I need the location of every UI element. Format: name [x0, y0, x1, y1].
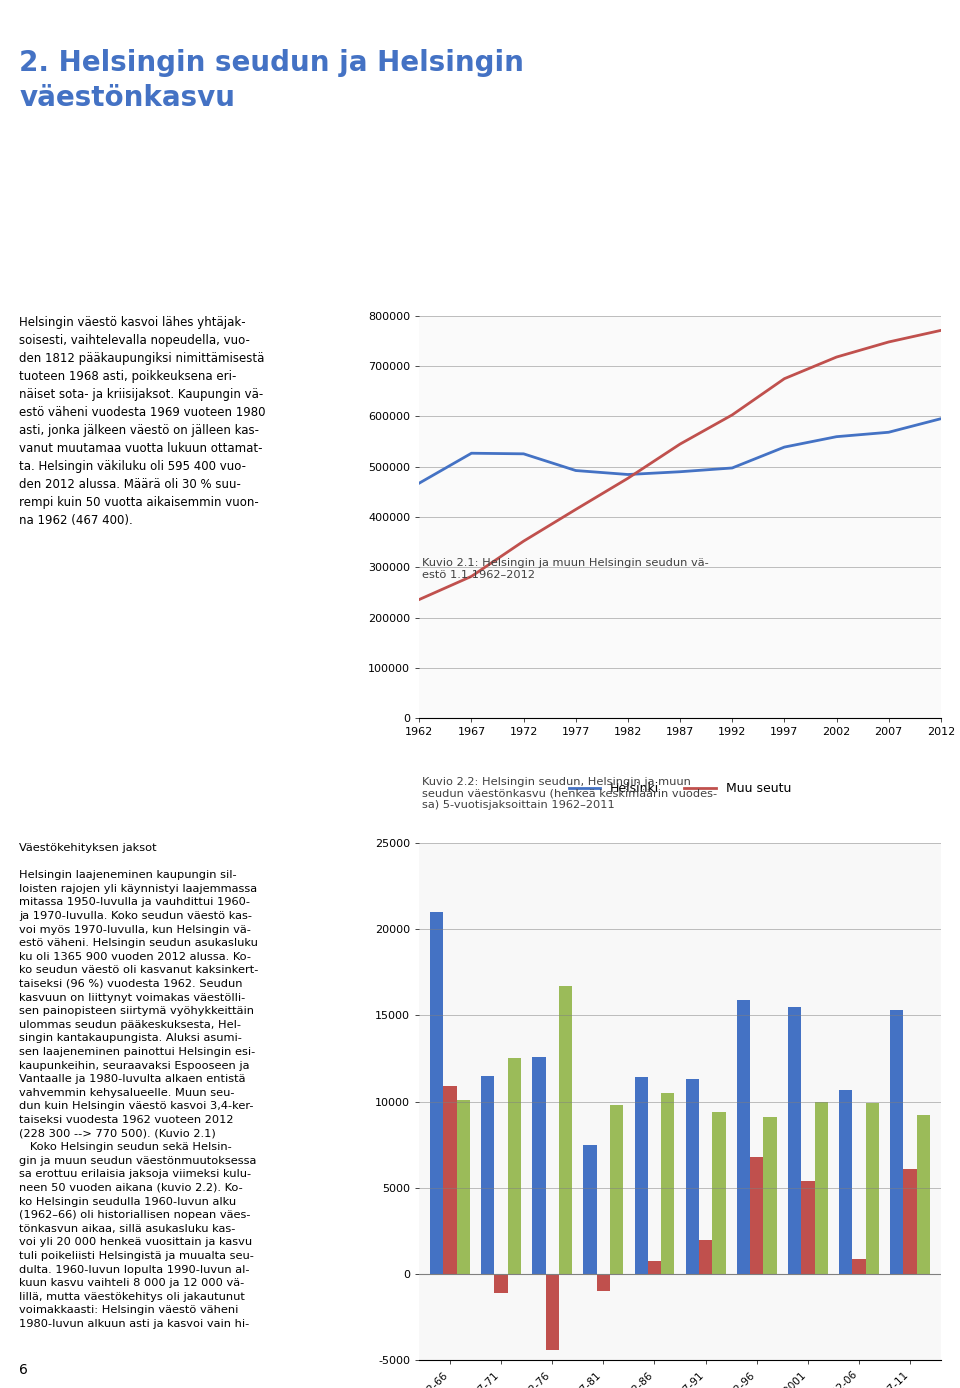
Muu seutu: [935, 322, 947, 339]
Bar: [866, 1103, 879, 1274]
Bar: [839, 1090, 852, 1274]
Helsinki: [727, 459, 738, 476]
Bar: [802, 1181, 814, 1274]
Bar: [635, 1077, 648, 1274]
Bar: [481, 1076, 494, 1274]
Muu seutu: [883, 333, 895, 350]
Bar: [737, 999, 750, 1274]
Text: Väestökehityksen jaksot

Helsingin laajeneminen kaupungin sil-
loisten rajojen y: Väestökehityksen jaksot Helsingin laajen…: [19, 843, 258, 1328]
Bar: [508, 1059, 521, 1274]
Muu seutu: [674, 436, 685, 452]
Bar: [545, 1274, 559, 1351]
Helsinki: [466, 446, 477, 462]
Helsinki: [414, 475, 425, 491]
Bar: [788, 1006, 802, 1274]
Muu seutu: [779, 371, 790, 387]
Muu seutu: [830, 348, 842, 365]
Text: 2. Helsingin seudun ja Helsingin
väestönkasvu: 2. Helsingin seudun ja Helsingin väestön…: [19, 49, 524, 111]
Bar: [457, 1099, 470, 1274]
Helsinki: [935, 411, 947, 428]
Bar: [712, 1112, 726, 1274]
Text: 6: 6: [19, 1363, 28, 1377]
Bar: [763, 1117, 777, 1274]
Legend: Helsinki, Muu seutu: Helsinki, Muu seutu: [564, 777, 796, 801]
Muu seutu: [570, 501, 582, 518]
Helsinki: [517, 446, 529, 462]
Bar: [648, 1262, 661, 1274]
Muu seutu: [466, 568, 477, 584]
Bar: [917, 1116, 930, 1274]
Bar: [597, 1274, 610, 1291]
Text: Helsingin väestö kasvoi lähes yhtäjak-
soisesti, vaihtelevalla nopeudella, vuo-
: Helsingin väestö kasvoi lähes yhtäjak- s…: [19, 316, 266, 527]
Bar: [814, 1102, 828, 1274]
Bar: [903, 1169, 917, 1274]
Line: Helsinki: Helsinki: [420, 419, 941, 483]
Bar: [699, 1239, 712, 1274]
Text: Kuvio 2.1: Helsingin ja muun Helsingin seudun vä-
estö 1.1.1962–2012: Kuvio 2.1: Helsingin ja muun Helsingin s…: [422, 558, 709, 580]
Text: Kuvio 2.2: Helsingin seudun, Helsingin ja muun
seudun väestönkasvu (henkeä keski: Kuvio 2.2: Helsingin seudun, Helsingin j…: [422, 777, 717, 811]
Line: Muu seutu: Muu seutu: [420, 330, 941, 600]
Bar: [890, 1010, 903, 1274]
Bar: [430, 912, 444, 1274]
Helsinki: [570, 462, 582, 479]
Helsinki: [883, 423, 895, 440]
Muu seutu: [414, 591, 425, 608]
Helsinki: [674, 464, 685, 480]
Helsinki: [779, 439, 790, 455]
Bar: [444, 1085, 457, 1274]
Muu seutu: [622, 471, 634, 487]
Bar: [852, 1259, 866, 1274]
Helsinki: [622, 466, 634, 483]
Bar: [559, 985, 572, 1274]
Bar: [494, 1274, 508, 1294]
Bar: [750, 1156, 763, 1274]
Muu seutu: [727, 407, 738, 423]
Bar: [532, 1056, 545, 1274]
Muu seutu: [517, 533, 529, 550]
Helsinki: [830, 429, 842, 446]
Bar: [685, 1078, 699, 1274]
Bar: [584, 1145, 597, 1274]
Bar: [610, 1105, 623, 1274]
Bar: [661, 1092, 675, 1274]
